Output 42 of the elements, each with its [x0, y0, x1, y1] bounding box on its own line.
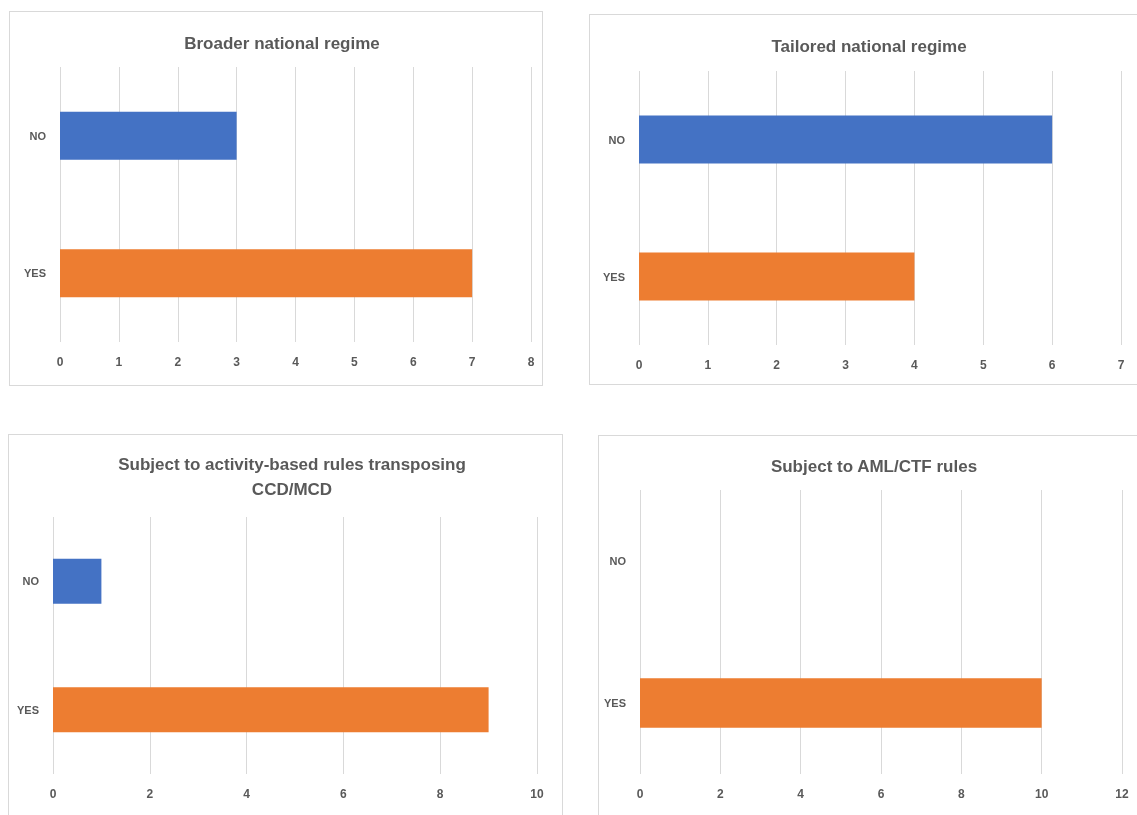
y-tick-label: YES [602, 270, 625, 283]
x-tick-label: 6 [409, 355, 417, 369]
x-tick-label: 12 [1115, 787, 1129, 801]
chart-title: Tailored national regime [771, 37, 967, 56]
x-tick-label: 7 [468, 355, 476, 369]
x-tick-label: 4 [292, 355, 300, 369]
y-tick-label: YES [16, 703, 39, 716]
chart-title: Subject to AML/CTF rules [770, 457, 978, 476]
x-tick-label: 0 [49, 787, 57, 801]
y-tick-label: NO [22, 575, 40, 588]
x-tick-label: 10 [530, 787, 544, 801]
x-tick-label: 3 [233, 355, 241, 369]
x-tick-label: 2 [146, 787, 154, 801]
x-tick-label: 6 [877, 787, 885, 801]
y-tick-label: NO [609, 555, 627, 567]
chart-title: Broader national regime [184, 34, 380, 53]
x-tick-label: 0 [56, 355, 64, 369]
x-tick-label: 0 [635, 358, 643, 372]
x-tick-label: 5 [979, 358, 987, 372]
x-tick-label: 4 [243, 787, 251, 801]
x-tick-label: 6 [1048, 358, 1056, 372]
x-tick-label: 2 [773, 358, 781, 372]
x-tick-label: 8 [436, 787, 444, 801]
x-tick-label: 4 [797, 787, 805, 801]
x-tick-label: 2 [716, 787, 724, 801]
x-tick-label: 7 [1117, 358, 1125, 372]
y-tick-label: NO [608, 133, 626, 146]
y-tick-label: YES [603, 697, 626, 709]
x-tick-label: 8 [527, 355, 535, 369]
x-tick-label: 6 [340, 787, 348, 801]
x-tick-label: 1 [115, 355, 123, 369]
x-tick-label: 2 [174, 355, 182, 369]
y-tick-label: NO [29, 129, 47, 142]
x-tick-label: 8 [957, 787, 965, 801]
y-tick-label: YES [23, 267, 46, 280]
chart-title: Subject to activity-based rules transposing CCD/MCD [118, 455, 466, 499]
x-tick-label: 10 [1034, 787, 1049, 801]
x-tick-label: 4 [911, 358, 919, 372]
x-tick-label: 1 [704, 358, 712, 372]
x-tick-label: 5 [351, 355, 359, 369]
x-tick-label: 3 [842, 358, 850, 372]
x-tick-label: 0 [636, 787, 644, 801]
